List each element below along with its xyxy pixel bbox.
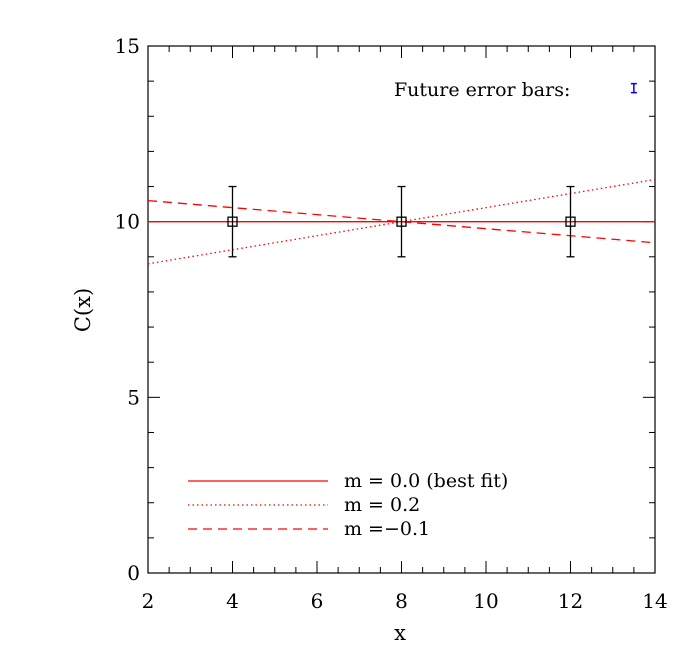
legend-label: m = 0.0 (best fit) [344,470,508,492]
x-axis-label: x [394,621,406,645]
y-tick-label: 5 [127,385,140,409]
axes: 2 4 6 8 10 12 14 0 5 10 15 [115,34,668,613]
data-points [227,185,576,258]
legend-label: m = 0.2 [344,494,420,516]
y-tick-label: 10 [115,210,140,234]
y-tick-label: 0 [127,561,140,585]
x-tick-label: 8 [395,589,408,613]
legend-label: m =−0.1 [344,518,430,540]
future-error-bars-label: Future error bars: [394,79,570,101]
x-tick-label: 4 [226,589,239,613]
data-point-marker [396,216,407,227]
data-point-marker [227,216,238,227]
x-tick-label: 6 [311,589,324,613]
annotation: Future error bars: [394,79,637,101]
y-tick-label: 15 [115,34,140,58]
x-tick-label: 14 [642,589,667,613]
y-axis-label: C(x) [71,288,95,332]
x-tick-label: 12 [558,589,583,613]
x-tick-label: 2 [142,589,155,613]
x-tick-label: 10 [473,589,498,613]
data-point-marker [565,216,576,227]
legend: m = 0.0 (best fit)m = 0.2m =−0.1 [188,470,508,540]
